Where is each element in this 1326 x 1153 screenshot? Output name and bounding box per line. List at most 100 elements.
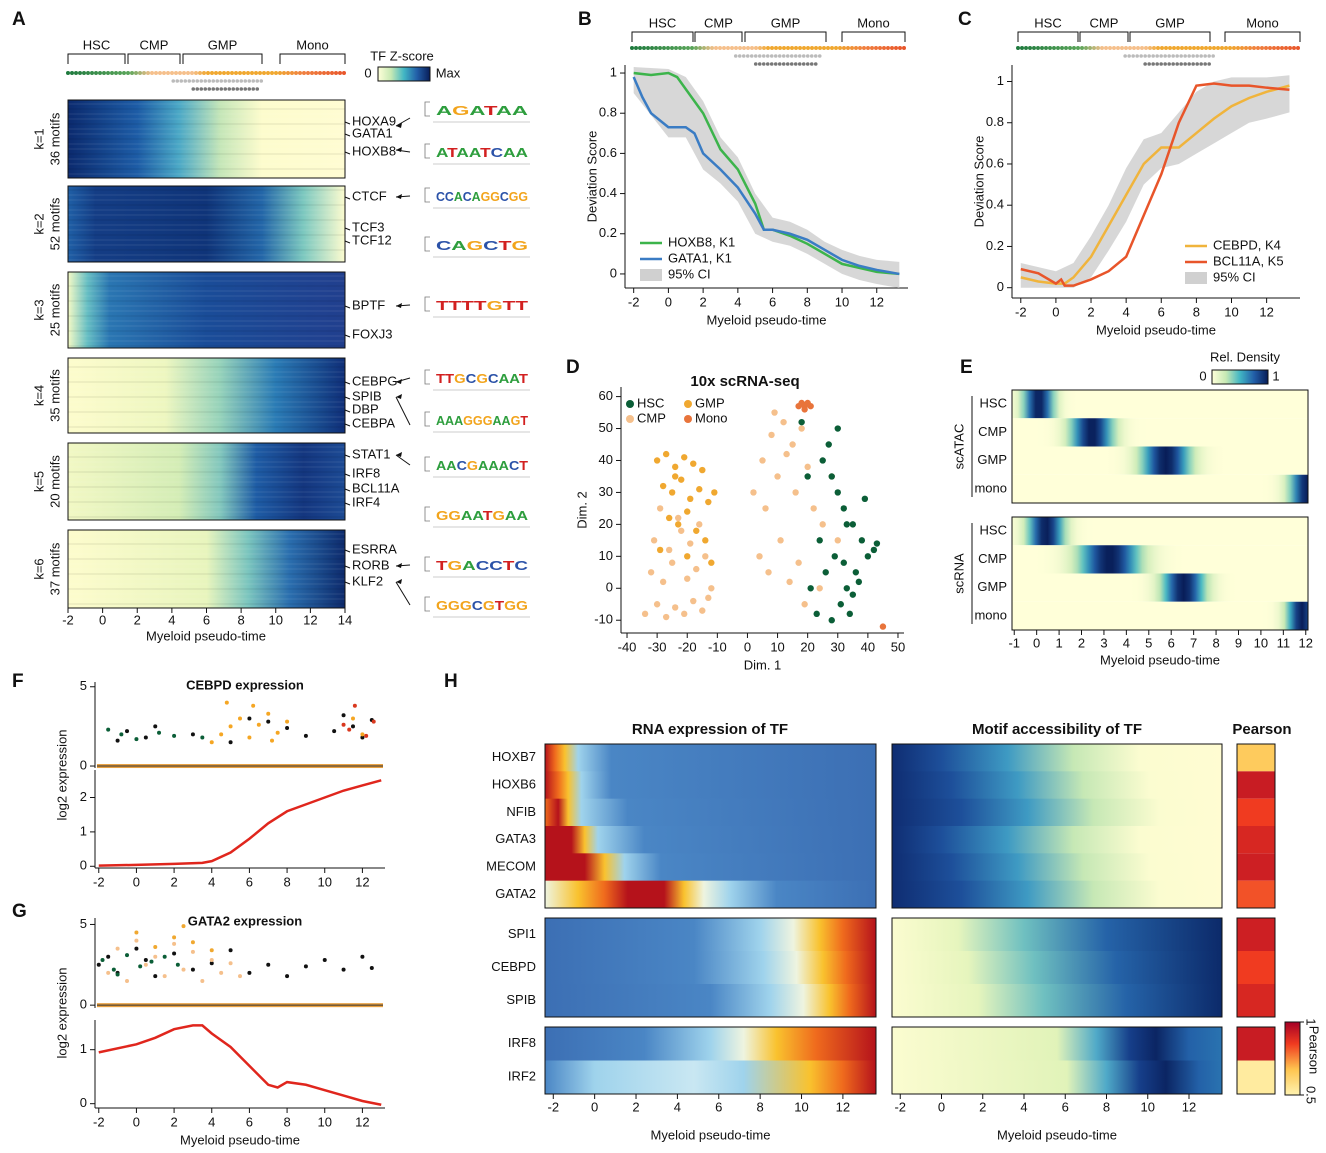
logo-tree — [424, 296, 430, 312]
stage-dot — [758, 46, 762, 50]
x-tick-label: -2 — [628, 294, 640, 309]
cell-point — [172, 941, 177, 946]
cell-point — [347, 727, 352, 732]
density-dot — [235, 87, 240, 91]
point — [822, 569, 829, 576]
density-dot — [1167, 62, 1171, 66]
tf-tick — [344, 381, 351, 385]
stage-dot — [742, 46, 746, 50]
cluster-size: 37 motifs — [47, 542, 62, 595]
x-tick-label: 0 — [133, 874, 140, 889]
stage-dot — [1112, 46, 1116, 50]
heatmap-frame — [1011, 389, 1309, 504]
stage-dot — [1284, 46, 1288, 50]
density-dot — [239, 79, 244, 83]
arrow-head — [396, 452, 402, 457]
heatmap-row-shade — [68, 568, 345, 570]
density-dot — [817, 54, 822, 58]
tf-tick — [344, 121, 351, 125]
density-dot — [789, 54, 794, 58]
stage-dot — [302, 71, 306, 75]
ci-band — [1020, 75, 1290, 288]
heatmap — [68, 100, 345, 178]
stage-dot — [218, 71, 222, 75]
stage-dot — [1252, 46, 1256, 50]
stage-dot — [238, 71, 242, 75]
heatmap — [68, 272, 345, 348]
arrow — [395, 117, 411, 127]
cell-point — [143, 735, 148, 740]
stage-dot — [842, 46, 846, 50]
point — [681, 454, 688, 461]
point — [858, 537, 866, 544]
x-tick-label: 8 — [238, 612, 245, 627]
stage-dot — [1072, 46, 1076, 50]
heatmap-row-shade — [68, 224, 345, 226]
row-label: GMP — [977, 579, 1007, 594]
heatmap-row-shade — [68, 471, 345, 473]
density-dot — [183, 79, 188, 83]
heatmap-row-shade — [68, 335, 345, 337]
heatmap-row-shade — [68, 381, 345, 383]
ci-band — [633, 67, 900, 289]
point — [846, 610, 854, 618]
stage-dot — [338, 71, 342, 75]
heatmap-row-shade — [68, 511, 345, 513]
stage-dot — [1268, 46, 1272, 50]
rna-row — [545, 771, 876, 800]
cell-point — [190, 967, 195, 972]
rna-row — [545, 984, 876, 1018]
density-dot — [745, 54, 750, 58]
heatmap-row-shade — [68, 361, 345, 363]
cell-point — [100, 957, 105, 962]
point — [834, 425, 841, 432]
heatmap-row-shade — [68, 501, 345, 503]
heatmap-row-shade — [68, 113, 345, 115]
x-tick-label: 10 — [318, 1114, 332, 1129]
point — [684, 553, 691, 560]
heatmap-row-shade — [68, 108, 345, 110]
stage-dot — [286, 71, 290, 75]
cell-point — [149, 959, 154, 964]
point — [687, 540, 694, 547]
y-tick-label: 1 — [80, 1041, 87, 1056]
stage-dot — [714, 46, 718, 50]
heatmap-frame — [67, 99, 346, 179]
heatmap-row-shade — [68, 573, 345, 575]
cluster-size: 20 motifs — [47, 455, 62, 508]
x-axis-label: Myeloid pseudo-time — [707, 312, 827, 327]
x-tick-label: 4 — [734, 294, 741, 309]
x-tick-label: 2 — [1078, 635, 1085, 650]
heatmap-title: Pearson — [1232, 721, 1291, 738]
cell-point — [371, 719, 376, 724]
tf-label: HOXB8 — [352, 143, 396, 158]
heatmap-row-shade — [68, 325, 345, 327]
cell-point — [162, 974, 167, 979]
stage-dot — [1212, 46, 1216, 50]
tf-label: SPIB — [352, 388, 382, 403]
stage-bracket — [182, 53, 263, 64]
point — [861, 495, 869, 503]
density-dot — [785, 62, 790, 66]
density-dot — [207, 87, 212, 91]
point — [801, 406, 808, 413]
pearson-cell — [1237, 771, 1275, 799]
density-dot — [1191, 62, 1195, 66]
x-tick-label: 12 — [355, 1114, 369, 1129]
stage-dot — [1272, 46, 1276, 50]
heatmap-row-shade — [68, 340, 345, 342]
arrow-head — [396, 147, 402, 152]
cell-point — [251, 703, 256, 708]
stage-dot — [1204, 46, 1208, 50]
stage-dot — [666, 46, 670, 50]
chart-title: CEBPD expression — [186, 677, 304, 692]
density-row — [1012, 573, 1308, 602]
heatmap-row-shade — [68, 204, 345, 206]
tf-tick — [344, 423, 351, 427]
density-dot — [191, 79, 196, 83]
density-dot — [805, 54, 810, 58]
stage-label: CMP — [1090, 15, 1119, 30]
stage-dot — [706, 46, 710, 50]
heatmap-row-shade — [68, 481, 345, 483]
